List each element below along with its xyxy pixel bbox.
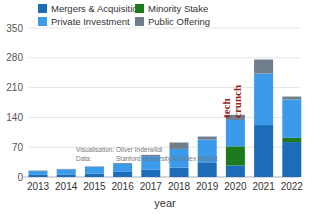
x-tick-label: 2019 xyxy=(196,181,219,192)
x-tick-label: 2021 xyxy=(252,181,275,192)
bars xyxy=(29,60,302,177)
y-tick-label: 210 xyxy=(6,82,23,93)
x-tick-label: 2018 xyxy=(168,181,191,192)
legend-swatch xyxy=(135,4,144,13)
bar-segment xyxy=(29,175,48,177)
annotation: Stanford University AI Index Report xyxy=(116,155,218,163)
bar-segment xyxy=(29,170,48,171)
x-tick-label: 2013 xyxy=(27,181,50,192)
grid-line xyxy=(29,57,300,58)
x-tick-label: 2014 xyxy=(55,181,78,192)
x-axis-label: year xyxy=(154,197,176,209)
x-tick-label: 2022 xyxy=(281,181,304,192)
x-tick-label: 2020 xyxy=(224,181,247,192)
bar-segment xyxy=(57,168,76,169)
x-tick-label: 2016 xyxy=(111,181,134,192)
y-tick-label: 280 xyxy=(6,52,23,63)
bar-segment xyxy=(113,162,132,164)
annotation: Data: xyxy=(76,155,92,162)
bar-segment xyxy=(141,170,160,177)
bar-segment xyxy=(282,100,301,138)
bar-segment xyxy=(170,168,189,177)
bar-segment xyxy=(113,172,132,177)
bar-segment xyxy=(85,166,104,167)
annotation-word: crunch xyxy=(231,85,243,118)
bar-segment xyxy=(29,171,48,175)
annotation: Oliver Inderwildi xyxy=(116,146,162,153)
x-tick-label: 2017 xyxy=(140,181,163,192)
legend-label: Minority Stake xyxy=(148,3,208,14)
bar-segment xyxy=(254,74,273,126)
x-tick-label: 2015 xyxy=(83,181,106,192)
bar-segment xyxy=(57,174,76,177)
legend-swatch xyxy=(135,17,144,26)
bar-segment xyxy=(85,174,104,177)
bar-segment xyxy=(282,142,301,177)
legend-swatch xyxy=(38,4,47,13)
annotation: techcrunch xyxy=(220,85,243,118)
bar-segment xyxy=(254,60,273,74)
y-tick-label: 350 xyxy=(6,23,23,34)
legend-swatch xyxy=(38,17,47,26)
legend-label: Mergers & Acquisition xyxy=(51,3,143,14)
legend-label: Public Offering xyxy=(148,16,210,27)
bar-segment xyxy=(282,138,301,142)
bar-segment xyxy=(113,164,132,172)
bar-segment xyxy=(226,146,245,165)
grid-line xyxy=(29,28,300,29)
y-tick-label: 140 xyxy=(6,112,23,123)
legend-label: Private Investment xyxy=(51,16,130,27)
bar-segment xyxy=(282,97,301,100)
bar-segment xyxy=(254,125,273,177)
bar-segment xyxy=(170,143,189,149)
bar-segment xyxy=(57,169,76,174)
y-tick-label: 0 xyxy=(17,172,23,183)
y-tick-label: 70 xyxy=(12,142,24,153)
chart: 0 70 140 210 280 350 2013 2014 2015 2016 2017 2018 2… xyxy=(0,0,320,214)
bar-segment xyxy=(198,163,217,177)
bar-segment xyxy=(85,167,104,174)
bar-segment xyxy=(226,120,245,146)
bar-segment xyxy=(198,137,217,140)
annotation: Visualisation: xyxy=(76,146,114,153)
bar-segment xyxy=(226,166,245,177)
